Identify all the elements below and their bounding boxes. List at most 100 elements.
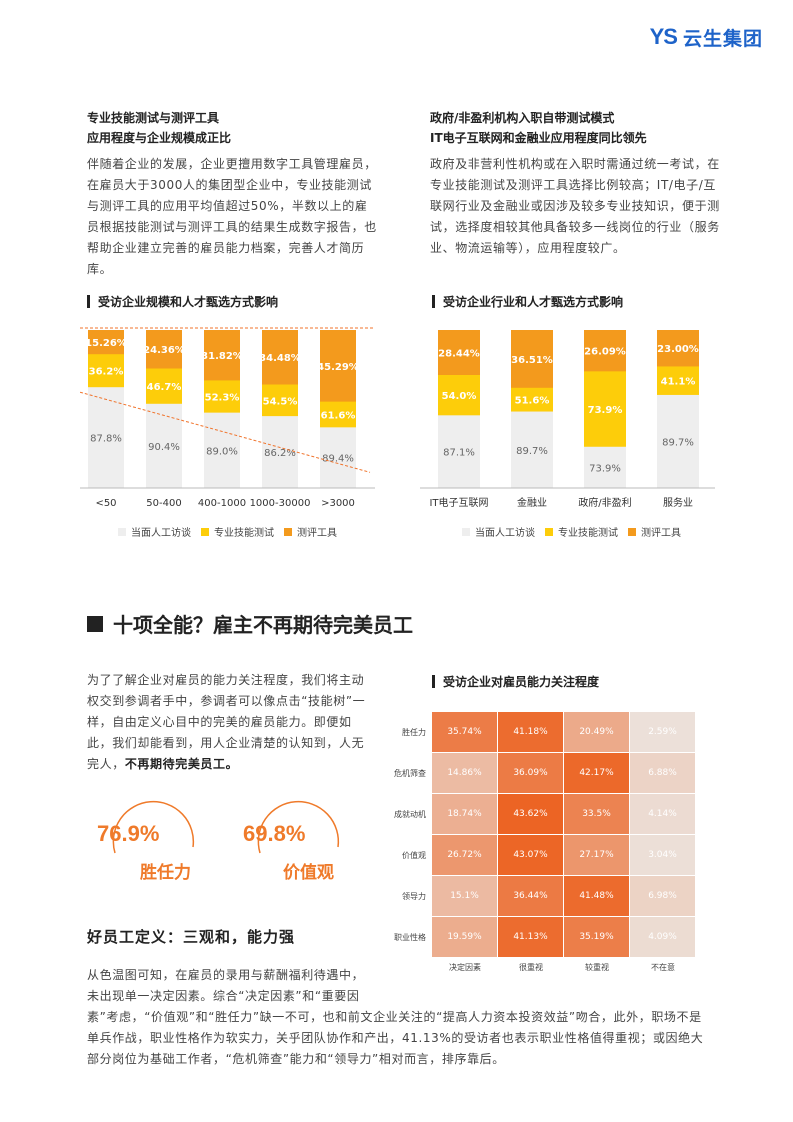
heatmap-cell-2-2: 33.5% [564,794,629,834]
label-interview-4: 89.4% [322,454,354,465]
chart2-legend: 当面人工访谈 专业技能测试 测评工具 [462,524,691,539]
legend2-swatch-skill [545,527,553,536]
chart2: 87.1% 54.0% 28.44% IT电子互联网 89.7% 51.6% 36.51% 金… [420,320,720,515]
stats-arcs [112,800,340,854]
legend-interview: 当面人工访谈 [118,524,191,539]
chart2-title-marker [432,295,435,308]
heatmap-cell-3-0: 26.72% [432,835,497,875]
heatmap-row-label-4: 领导力 [402,891,426,901]
heatmap-cell-0-1: 41.18% [498,712,563,752]
heatmap-cell-4-0: 15.1% [432,876,497,916]
stats-area: 76.9% 胜任力 69.8% 价值观 [85,785,385,895]
label-tool-0: 15.26% [85,338,127,349]
left-section: 专业技能测试与测评工具 应用程度与企业规模成正比 伴随着企业的发展，企业更擅用数… [87,108,377,280]
heatmap-row-label-2: 成就动机 [394,809,426,819]
label-skill-1: 51.6% [515,396,550,407]
stat2-value: 69.8% [243,821,306,846]
category-label-1: 50-400 [146,498,181,509]
label-tool-3: 23.00% [657,344,699,355]
label-interview-1: 89.7% [516,446,548,457]
heatmap-cell-2-1: 43.62% [498,794,563,834]
stat2-label: 价值观 [283,863,334,883]
label-interview-0: 87.8% [90,434,122,445]
legend-swatch-tool [284,527,292,536]
bar-tool-top-2 [584,330,626,372]
bottom-para-line3: 素”考虑，“价值观”和“胜任力”缺一不可，也和前文企业关注的“提高人力资本投资效… [87,1010,704,1066]
label-skill-4: 61.6% [321,410,356,421]
section2-intro-text: 为了了解企业对雇员的能力关注程度，我们将主动权交到参调者手中，参调者可以像点击“… [87,673,366,771]
trend-line [79,391,371,473]
heatmap-cell-4-2: 41.48% [564,876,629,916]
legend-skill: 专业技能测试 [201,524,274,539]
heatmap-title-text: 受访企业对雇员能力关注程度 [443,675,600,689]
legend-tool: 测评工具 [284,524,337,539]
label-interview-2: 73.9% [589,463,621,474]
section2-bottom-paragraph: 从色温图可知，在雇员的录用与薪酬福利待遇中， 未出现单一决定因素。综合“决定因素… [87,965,707,1070]
heatmap-row-label-1: 危机筛查 [394,768,426,778]
category-label-0: <50 [95,498,116,509]
chart1-svg: 87.8% 36.2% 15.26% <50 90.4% 46.7% 24.36% 50-40… [79,327,375,509]
label-interview-0: 87.1% [443,448,475,459]
legend-label-interview: 当面人工访谈 [131,528,191,539]
stat1-arc [112,800,195,854]
bar-tool-top-1 [511,330,553,388]
category-label-4: >3000 [321,498,355,509]
label-tool-2: 26.09% [584,347,626,358]
bar-tool-top-4 [320,330,356,402]
chart2-title-text: 受访企业行业和人才甄选方式影响 [443,295,624,309]
legend2-interview: 当面人工访谈 [462,524,535,539]
bar-tool-top-0 [438,330,480,375]
legend-label-tool: 测评工具 [297,528,337,539]
label-skill-0: 36.2% [89,367,124,378]
category-label-3: 服务业 [663,496,693,509]
category-label-0: IT电子互联网 [429,496,488,509]
label-interview-3: 89.7% [662,437,694,448]
label-tool-3: 34.48% [259,353,301,364]
label-skill-3: 41.1% [661,377,696,388]
heatmap-cell-5-2: 35.19% [564,917,629,957]
chart1-title-marker [87,295,90,308]
heatmap-row-label-0: 胜任力 [402,727,426,737]
label-tool-1: 36.51% [511,355,553,366]
heatmap-cell-5-0: 19.59% [432,917,497,957]
legend2-swatch-tool [628,527,636,536]
left-section-title-2: 应用程度与企业规模成正比 [87,131,232,145]
left-section-paragraph: 伴随着企业的发展，企业更擅用数字工具管理雇员，在雇员大于3000人的集团型企业中… [87,157,377,276]
heatmap-cell-1-0: 14.86% [432,753,497,793]
chart1-title: 受访企业规模和人才甄选方式影响 [87,293,278,310]
label-tool-2: 31.82% [201,351,243,362]
heatmap-cell-3-2: 27.17% [564,835,629,875]
bottom-para-line2: 未出现单一决定因素。综合“决定因素”和“重要因 [87,989,360,1003]
heatmap-cell-0-3: 2.59% [630,712,695,752]
heatmap-cell-3-1: 43.07% [498,835,563,875]
bottom-para-line1: 从色温图可知，在雇员的录用与薪酬福利待遇中， [87,968,365,982]
heatmap-cell-2-0: 18.74% [432,794,497,834]
right-section-paragraph: 政府及非营利性机构或在入职时需通过统一考试，在专业技能测试及测评工具选择比例较高… [430,157,720,255]
heatmap-cell-1-2: 42.17% [564,753,629,793]
section2-heading: 十项全能？雇主不再期待完美员工 [87,609,413,638]
heatmap-col-label-2: 较重视 [585,963,609,972]
heatmap-row-label-5: 职业性格 [394,932,426,942]
logo-name: 云生集团 [682,27,763,50]
heatmap-cell-1-1: 36.09% [498,753,563,793]
left-section-title-1: 专业技能测试与测评工具 [87,111,220,125]
section2-subheading: 好员工定义：三观和，能力强 [87,928,296,946]
label-skill-3: 54.5% [263,396,298,407]
section2-intro-bold: 不再期待完美员工。 [124,757,239,771]
section2-intro: 为了了解企业对雇员的能力关注程度，我们将主动权交到参调者手中，参调者可以像点击“… [87,670,369,775]
heatmap-row-label-3: 价值观 [402,850,426,860]
legend-swatch-skill [201,527,209,536]
heatmap: 胜任力 35.74% 41.18% 20.49% 2.59% 危机筛查 14.86% 36.0… [390,712,710,977]
stat2-arc [257,800,340,854]
label-interview-2: 89.0% [206,446,238,457]
legend2-label-interview: 当面人工访谈 [475,528,535,539]
heatmap-cell-3-3: 3.04% [630,835,695,875]
bar-tool-top-3 [262,330,298,385]
heatmap-cell-0-0: 35.74% [432,712,497,752]
right-section: 政府/非盈利机构入职自带测试模式 IT电子互联网和金融业应用程度同比领先 政府及… [430,108,720,259]
legend2-swatch-interview [462,527,470,536]
company-logo: YS 云生集团 [650,22,763,52]
bar-tool-top-1 [146,330,182,369]
heatmap-title: 受访企业对雇员能力关注程度 [432,673,599,690]
heatmap-col-label-1: 很重视 [519,963,543,972]
